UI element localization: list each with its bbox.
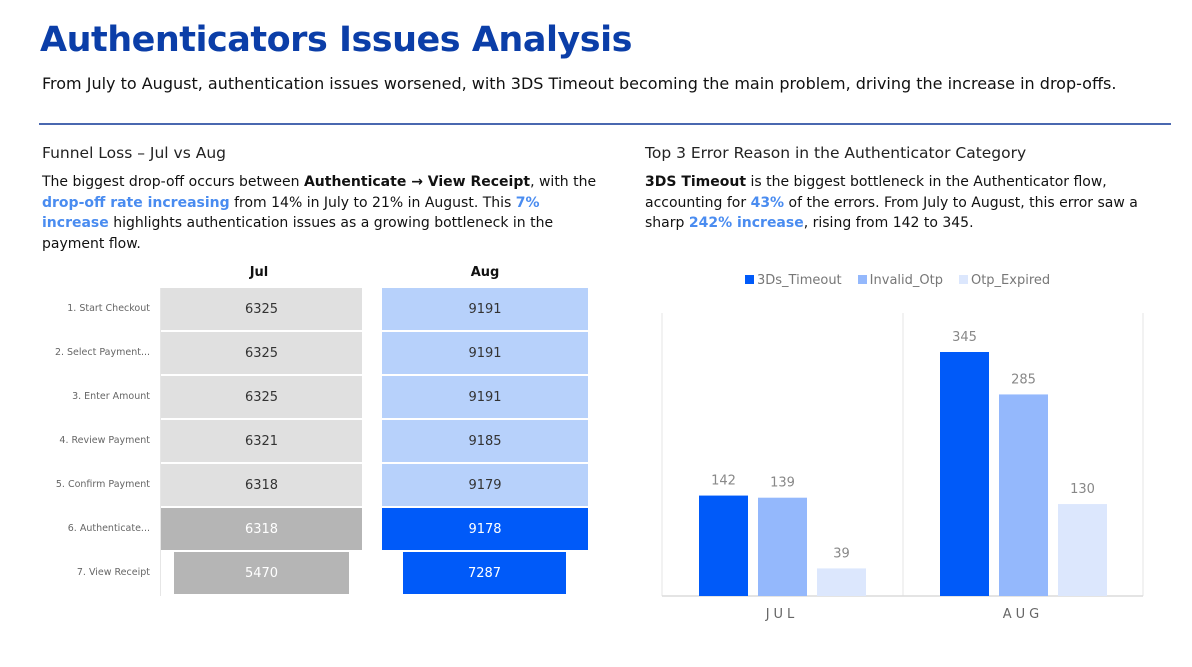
highlight-text: 43% (750, 194, 785, 211)
legend-swatch-icon (857, 275, 867, 284)
text: , with the (530, 174, 597, 190)
text: The biggest drop-off occurs between (42, 174, 304, 190)
funnel-bar-jul: 6325 (161, 376, 362, 418)
funnel-bar-jul: 6325 (161, 288, 362, 330)
legend-label: 3Ds_Timeout (757, 273, 842, 288)
category-label: JUL (765, 607, 799, 622)
column-header-aug: Aug (470, 265, 500, 280)
legend-item: 3Ds_Timeout (745, 273, 842, 288)
column-header-jul: Jul (249, 265, 269, 280)
funnel-step-label: 3. Enter Amount (72, 391, 150, 402)
page-subtitle: From July to August, authentication issu… (42, 74, 1117, 93)
bar-3ds_timeout (940, 352, 989, 596)
funnel-step-label: 4. Review Payment (59, 435, 150, 446)
bar-invalid_otp (758, 497, 807, 596)
bold-text: 3DS Timeout (645, 174, 747, 190)
funnel-bar-jul: 5470 (174, 552, 349, 594)
errors-description: 3DS Timeout is the biggest bottleneck in… (645, 172, 1165, 234)
funnel-axis (160, 288, 161, 596)
bar-otp_expired (817, 568, 866, 596)
text: highlights authentication issues as a gr… (42, 215, 554, 252)
page-title: Authenticators Issues Analysis (40, 20, 632, 60)
highlight-text: drop-off rate increasing (42, 194, 230, 211)
category-label: AUG (1003, 607, 1043, 622)
bar-value-label: 139 (770, 476, 795, 491)
text: from 14% in July to 21% in August. This (229, 194, 516, 211)
funnel-heading: Funnel Loss – Jul vs Aug (42, 144, 226, 162)
legend-item: Otp_Expired (958, 273, 1051, 288)
funnel-step-label: 1. Start Checkout (67, 303, 150, 314)
funnel-bar-aug: 9178 (382, 508, 588, 550)
text: , rising from 142 to 345. (803, 215, 974, 231)
funnel-description: The biggest drop-off occurs between Auth… (42, 172, 602, 254)
bar-otp_expired (1058, 504, 1107, 596)
legend-item: Invalid_Otp (857, 273, 943, 288)
funnel-bar-aug: 9179 (382, 464, 588, 506)
text: of the errors. From July to August, this… (645, 194, 1138, 232)
bar-value-label: 130 (1070, 482, 1095, 497)
legend-label: Otp_Expired (970, 273, 1051, 288)
divider (39, 123, 1171, 125)
text: is the biggest bottleneck in the Authent… (645, 174, 1107, 211)
funnel-bar-aug: 9191 (382, 376, 588, 418)
funnel-bar-aug: 9185 (382, 420, 588, 462)
funnel-bar-jul: 6318 (161, 464, 362, 506)
bar-value-label: 345 (952, 330, 977, 345)
bar-value-label: 39 (833, 546, 850, 561)
funnel-step-label: 7. View Receipt (76, 567, 150, 578)
funnel-bar-jul: 6325 (161, 332, 362, 374)
chart-legend: 3Ds_Timeout Invalid_Otp Otp_Expired (745, 273, 1050, 288)
bar-invalid_otp (999, 394, 1048, 596)
highlight-text: 242% increase (688, 215, 804, 231)
funnel-step-label: 2. Select Payment... (54, 347, 150, 358)
funnel-bar-jul: 6321 (161, 420, 362, 462)
funnel-bar-jul: 6318 (161, 508, 362, 550)
bar-value-label: 142 (711, 474, 736, 489)
bar-3ds_timeout (699, 495, 748, 596)
funnel-bar-aug: 9191 (382, 288, 588, 330)
legend-label: Invalid_Otp (869, 273, 943, 288)
legend-swatch-icon (745, 275, 754, 284)
funnel-step-label: 5. Confirm Payment (55, 479, 150, 490)
funnel-bar-aug: 7287 (403, 552, 566, 594)
funnel-bar-aug: 9191 (382, 332, 588, 374)
errors-heading: Top 3 Error Reason in the Authenticator … (645, 144, 1027, 162)
highlight-text: 7% increase (42, 194, 540, 232)
bar-value-label: 285 (1011, 372, 1036, 387)
legend-swatch-icon (958, 275, 968, 284)
funnel-step-label: 6. Authenticate... (67, 523, 150, 534)
bold-text: Authenticate → View Receipt (303, 174, 531, 190)
